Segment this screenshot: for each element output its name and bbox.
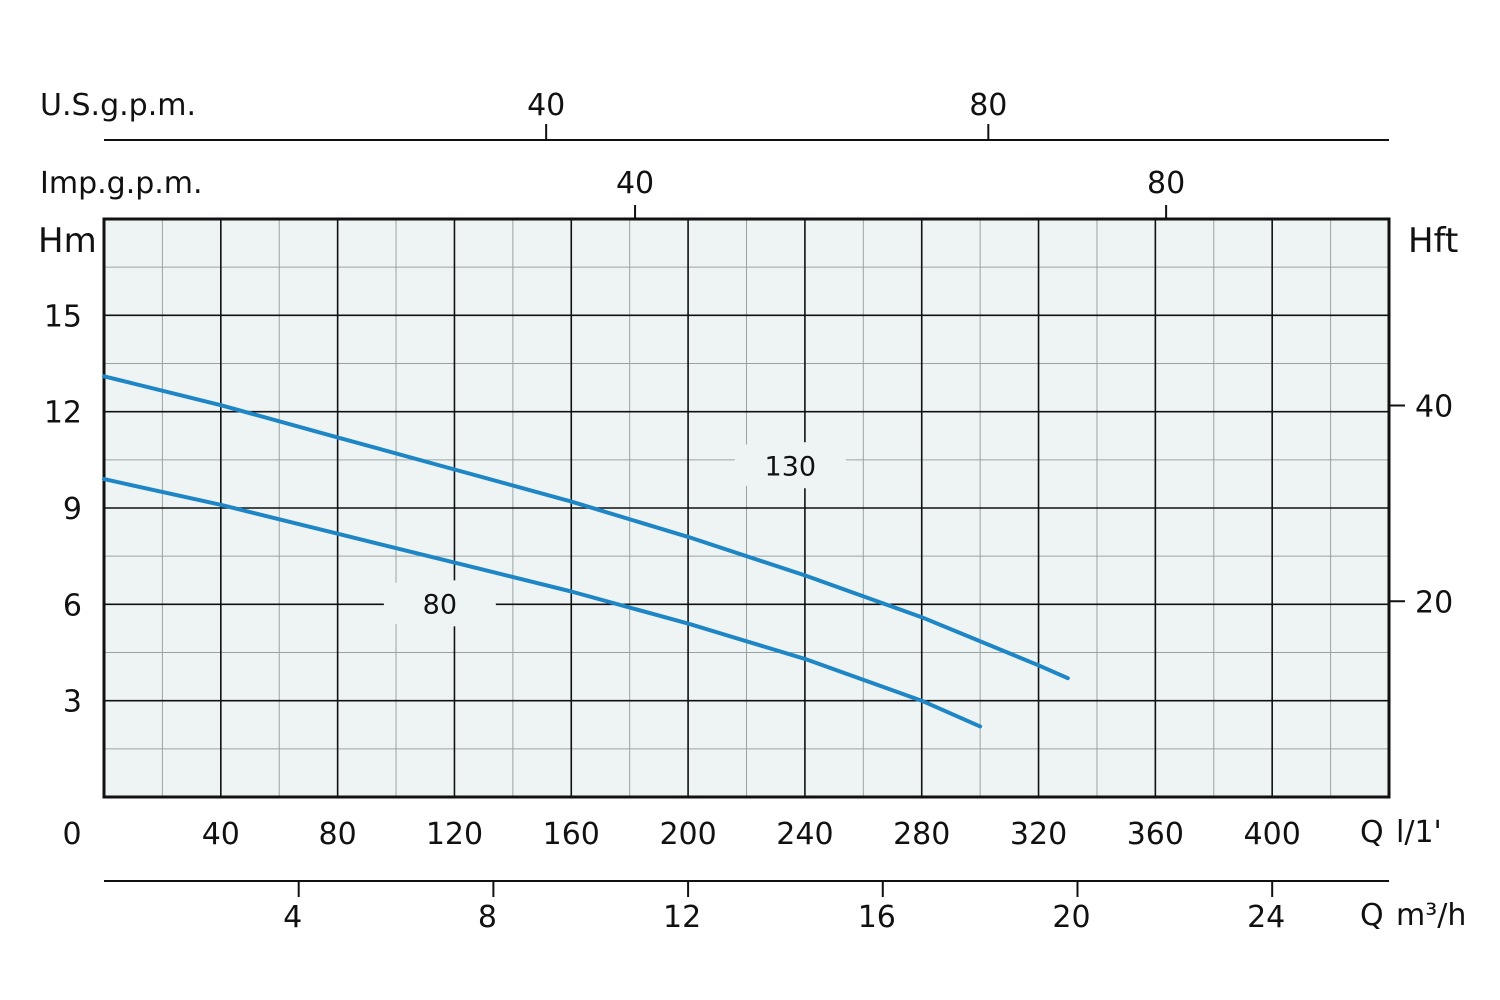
series-label-bg <box>383 580 496 627</box>
series-curve-130 <box>102 374 1070 681</box>
us-gpm-label: U.S.g.p.m. <box>40 88 196 123</box>
m3h-ticks: 4 8 12 16 20 24 <box>283 881 1285 935</box>
x-tick-label: 240 <box>776 817 833 852</box>
m3h-tick-label: 4 <box>283 900 302 935</box>
y-tick-label: 9 <box>63 492 82 527</box>
x-axis-unit: l/1' <box>1396 815 1442 850</box>
imp-gpm-tick-label: 40 <box>616 166 654 201</box>
imp-gpm-label: Imp.g.p.m. <box>40 166 203 201</box>
series-label-130: 130 <box>765 451 817 482</box>
m3h-tick-label: 8 <box>478 900 497 935</box>
m3h-axis-unit: m³/h <box>1396 898 1466 933</box>
y-tick-label: 15 <box>44 299 82 334</box>
m3h-tick-label: 24 <box>1247 900 1285 935</box>
x-tick-label: 40 <box>202 817 240 852</box>
m3h-tick-label: 16 <box>858 900 896 935</box>
imp-gpm-tick-label: 80 <box>1147 166 1185 201</box>
m3h-tick-label: 12 <box>663 900 701 935</box>
x-tick-label: 120 <box>426 817 483 852</box>
x-tick-label: 160 <box>543 817 600 852</box>
imp-gpm-ticks: 40 80 <box>616 166 1185 219</box>
x-tick-label: 80 <box>319 817 357 852</box>
y-tick-label: 3 <box>63 685 82 720</box>
series-labels: 130 80 <box>383 442 847 627</box>
us-gpm-tick-label: 80 <box>969 88 1007 123</box>
x-tick-labels: 0 40 80 120 160 200 240 280 320 360 400 <box>62 817 1300 852</box>
x-tick-label: 360 <box>1127 817 1184 852</box>
y-axis-right-title: Hft <box>1408 221 1458 261</box>
y-right-tick-label: 40 <box>1415 390 1453 425</box>
series-layer <box>102 374 1070 729</box>
y-tick-labels: 3 6 9 12 15 <box>44 299 82 719</box>
series-curve-80 <box>102 477 983 729</box>
y-right-tick-label: 20 <box>1415 585 1453 620</box>
plot-frame <box>102 217 1391 799</box>
y-tick-label: 12 <box>44 396 82 431</box>
m3h-axis-title: Q <box>1360 898 1384 933</box>
x-tick-label: 280 <box>893 817 950 852</box>
y-axis-title: Hm <box>38 221 97 261</box>
x-tick-label: 200 <box>659 817 716 852</box>
major-grid <box>104 219 1389 797</box>
y-tick-label: 6 <box>63 588 82 623</box>
x-tick-label: 0 <box>62 817 81 852</box>
series-label-80: 80 <box>423 589 457 620</box>
x-tick-label: 320 <box>1010 817 1067 852</box>
series-label-bg <box>734 442 847 489</box>
m3h-tick-label: 20 <box>1052 900 1090 935</box>
x-tick-label: 400 <box>1244 817 1301 852</box>
us-gpm-tick-label: 40 <box>527 88 565 123</box>
us-gpm-ticks: 40 80 <box>527 88 1007 140</box>
x-axis-title: Q <box>1360 815 1384 850</box>
